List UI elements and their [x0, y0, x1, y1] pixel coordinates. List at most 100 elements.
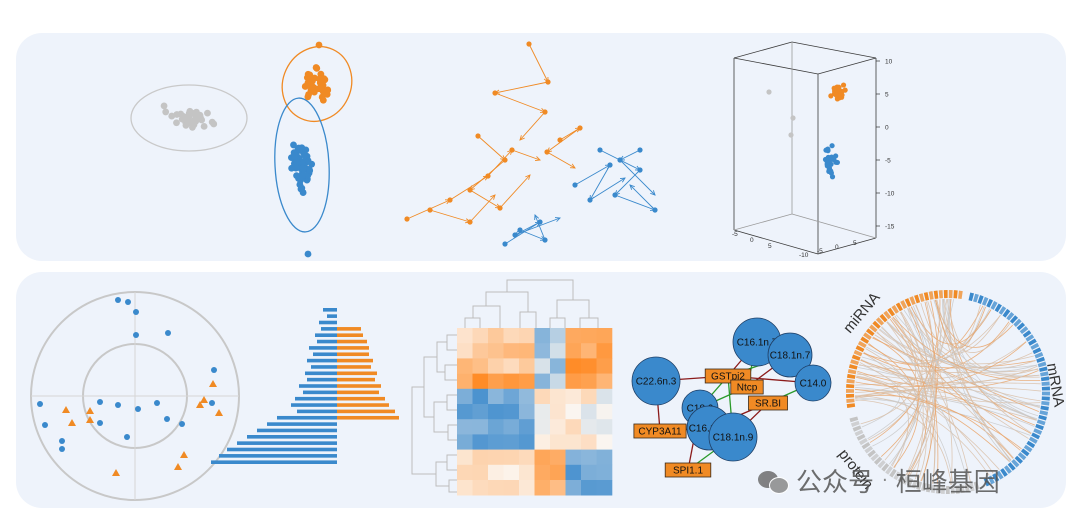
3d-scatter-plot: 10 5 0 -5 -10 -15 -5 0 5 -10 -5 0 5 — [732, 41, 895, 259]
circos-segment — [1011, 459, 1020, 468]
circos-segment — [887, 307, 896, 317]
trajectory-point — [427, 207, 433, 213]
network-box-label: SPI1.1 — [673, 466, 703, 477]
scatter-point — [788, 132, 794, 138]
bar-negative — [305, 371, 337, 376]
bar-positive — [337, 403, 389, 407]
heatmap-cell — [596, 404, 613, 420]
heatmap-cell — [503, 388, 520, 405]
scatter-point — [211, 367, 217, 373]
circos-link — [910, 306, 992, 345]
heatmap-cell — [596, 419, 613, 435]
heatmap-cell — [550, 358, 566, 374]
scatter-point — [42, 422, 48, 428]
circos-segment — [1022, 330, 1032, 338]
trajectory-segment — [574, 164, 611, 186]
heatmap-cell — [596, 373, 613, 390]
dendrogram-branch — [411, 386, 436, 475]
circos-link — [855, 395, 990, 476]
circos-segment — [973, 481, 980, 491]
box-edge-back — [791, 213, 877, 239]
circos-link — [947, 298, 1011, 462]
heatmap-cell — [581, 373, 597, 390]
scatter-point — [833, 92, 839, 98]
heatmap-cell — [550, 404, 566, 420]
trajectory-point — [497, 205, 503, 211]
arrow-head — [534, 214, 539, 221]
circos-segment — [1036, 419, 1046, 426]
heatmap-cell — [488, 358, 504, 374]
trajectory-point — [607, 162, 613, 168]
circos-segment — [1033, 428, 1043, 435]
scatter-point — [305, 91, 312, 98]
heatmap-cell — [581, 449, 597, 466]
scatter-point — [165, 330, 171, 336]
scatter-point — [317, 84, 325, 92]
network-box-label: Ntcp — [737, 383, 758, 394]
trajectory-segment — [514, 221, 541, 236]
trajectory-segment — [614, 169, 641, 196]
bar-negative — [247, 435, 337, 439]
circos-segment — [849, 416, 859, 423]
circos-segment — [911, 479, 918, 489]
dendrogram-branch — [472, 305, 501, 328]
heatmap-cell — [472, 480, 489, 496]
circos-segment — [990, 301, 998, 310]
bar-negative — [295, 396, 337, 401]
heatmap-cell — [534, 373, 551, 390]
scatter-point — [160, 102, 168, 110]
scatter-point — [162, 108, 170, 116]
circos-segment — [852, 425, 862, 432]
circos-segment — [930, 484, 936, 494]
circos-link — [892, 316, 1041, 382]
heatmap-cell — [581, 328, 597, 344]
bar-negative — [291, 403, 337, 407]
circos-link — [860, 358, 1038, 384]
trajectory-segment — [589, 177, 626, 201]
trajectory-segment — [519, 229, 546, 241]
heatmap-cell — [488, 328, 504, 344]
circos-link — [903, 309, 1040, 408]
heatmap-cell — [596, 343, 613, 359]
circos-segment — [904, 298, 912, 307]
circos-segment — [1040, 405, 1049, 411]
dendrogram-branch — [444, 364, 457, 381]
heatmap-cell — [503, 358, 520, 374]
heatmap-cell — [457, 343, 473, 359]
axis-tick-label: 10 — [885, 59, 893, 66]
dendrogram-branch — [423, 356, 437, 418]
dendrogram-branch — [447, 424, 457, 441]
scatter-point — [312, 64, 320, 71]
circos-segment — [1028, 436, 1038, 444]
heatmap-cell — [457, 388, 473, 405]
circos-segment — [918, 293, 925, 302]
circos-segment — [906, 477, 914, 487]
trajectory-point — [557, 137, 563, 143]
scatter-point — [840, 82, 847, 88]
circos-link — [872, 336, 920, 457]
watermark-separator: · — [882, 470, 888, 491]
circos-link — [942, 299, 1038, 420]
circos-segment — [873, 456, 883, 465]
trajectory-segment — [511, 149, 541, 161]
circos-segment — [1037, 361, 1047, 368]
heatmap-cell — [457, 373, 473, 390]
box-edge — [817, 237, 877, 255]
trajectory-point — [485, 173, 491, 179]
dendrogram-branch — [506, 279, 574, 300]
heatmap-cell — [519, 480, 535, 496]
trajectory-point — [652, 207, 658, 213]
pca-scatter-plot — [130, 41, 353, 258]
orange-cluster-ellipse — [281, 46, 353, 122]
scatter-triangle — [180, 451, 188, 458]
bar-negative — [323, 308, 337, 312]
circos-link — [872, 306, 927, 447]
heatmap-cell — [472, 434, 489, 450]
bar-positive — [337, 365, 371, 369]
diverging-bar-chart — [211, 308, 399, 464]
scatter-point — [133, 332, 139, 338]
heatmap-cell — [534, 358, 551, 374]
circos-link — [855, 374, 1040, 399]
scatter-triangle — [62, 406, 70, 413]
heatmap-cell — [519, 419, 535, 435]
